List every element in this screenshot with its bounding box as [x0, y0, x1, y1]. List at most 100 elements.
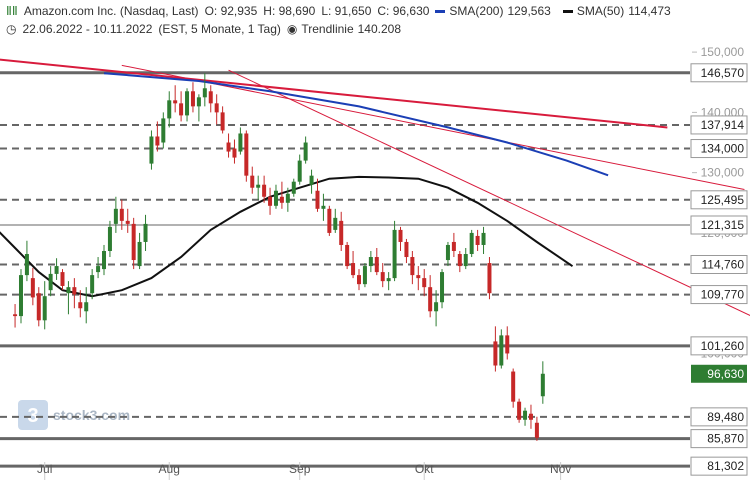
candle-body [161, 118, 166, 143]
candle [386, 272, 391, 291]
candle-body [505, 335, 510, 354]
candle [208, 85, 213, 113]
candle-body [351, 263, 356, 276]
level-badge [690, 139, 748, 159]
candle [499, 329, 504, 369]
candle [333, 208, 338, 233]
x-axis: Jul Aug Sep Okt Nov [37, 462, 571, 480]
chart-header-line2: ◷ 22.06.2022 - 10.11.2022 (EST, 5 Monate, … [6, 22, 413, 36]
candle-body [256, 184, 261, 188]
candle-body [422, 278, 427, 288]
candle-body [303, 142, 308, 161]
candle [362, 263, 367, 288]
candle-body [339, 220, 344, 245]
candle [351, 251, 356, 279]
candle [143, 214, 148, 251]
candle-body [457, 254, 462, 267]
candle [279, 181, 284, 209]
candle-body [84, 302, 89, 312]
sma200-swatch [435, 10, 446, 14]
candle [440, 269, 445, 309]
x-tick-label: Sep [289, 462, 311, 476]
candle [214, 94, 219, 125]
candle [66, 281, 71, 315]
candle [24, 240, 29, 282]
watermark-logo-icon [18, 400, 48, 430]
candle-body [523, 410, 528, 420]
candle-body [321, 205, 326, 209]
candle [416, 266, 421, 291]
candle-body [149, 136, 154, 164]
candle [119, 199, 124, 230]
candle-body [185, 91, 190, 116]
candle-body [262, 184, 267, 197]
candle-body [362, 266, 367, 285]
candle [297, 154, 302, 185]
candle [18, 269, 23, 324]
trendline-legend[interactable]: ◉ Trendlinie 140.208 [287, 22, 407, 36]
candle-body [374, 257, 379, 273]
candle [469, 229, 474, 258]
candle [357, 269, 361, 291]
candle [309, 169, 314, 194]
sma50-legend[interactable]: SMA(50) 114,473 [562, 4, 677, 18]
candle-body [250, 175, 255, 188]
candle-body [528, 413, 533, 420]
close-value: C: 96,630 [377, 4, 430, 18]
candle-body [475, 235, 480, 245]
candle-body [493, 341, 498, 366]
level-badge [690, 407, 748, 427]
sma200-legend[interactable]: SMA(200) 129,563 [435, 4, 556, 18]
candle [285, 187, 290, 212]
candle-body [143, 223, 148, 242]
candle [291, 178, 296, 197]
candle-body [487, 263, 492, 294]
level-label: 89,480 [707, 410, 744, 424]
trendline-icon: ◉ [286, 22, 298, 36]
y-tick-label: 130,000 [701, 166, 745, 180]
watermark-logo-digit: 3 [27, 405, 38, 427]
candle-body [511, 371, 516, 402]
candle [434, 290, 439, 327]
trendline [121, 64, 745, 191]
candle [380, 263, 385, 288]
candle [36, 287, 41, 327]
candle-body [102, 251, 107, 270]
horizontal-levels [0, 71, 690, 468]
x-tick-label: Nov [550, 462, 571, 476]
candle [321, 193, 326, 221]
candle [368, 251, 373, 273]
candle-body [30, 278, 35, 298]
level-badge [690, 63, 748, 83]
level-label: 146,570 [701, 66, 745, 80]
candle [410, 251, 415, 285]
candle-body [119, 208, 124, 221]
candle-body [24, 254, 29, 276]
candle-body [345, 244, 350, 267]
candle-body [179, 103, 184, 116]
level-label: 125,495 [701, 193, 745, 207]
candle-body [440, 272, 445, 303]
candle [528, 404, 533, 429]
period-label: (EST, 5 Monate, 1 Tag) [158, 22, 281, 36]
candle-body [66, 287, 71, 294]
candle-body [202, 88, 207, 98]
sma50-value: 114,473 [628, 4, 671, 18]
candle [475, 229, 480, 251]
candle-body [72, 287, 77, 295]
level-badge [690, 456, 748, 476]
candle-body [540, 373, 545, 397]
candle [428, 275, 433, 318]
candle [48, 266, 53, 297]
level-badge [690, 255, 748, 275]
candle-body [380, 272, 385, 282]
candle [149, 130, 154, 170]
x-tick-label: Okt [415, 462, 434, 476]
candle-body [125, 220, 130, 224]
candle [540, 361, 545, 404]
candle [404, 238, 409, 264]
candle-body [54, 266, 59, 274]
level-label: 101,260 [701, 339, 745, 353]
level-badge [690, 336, 748, 356]
